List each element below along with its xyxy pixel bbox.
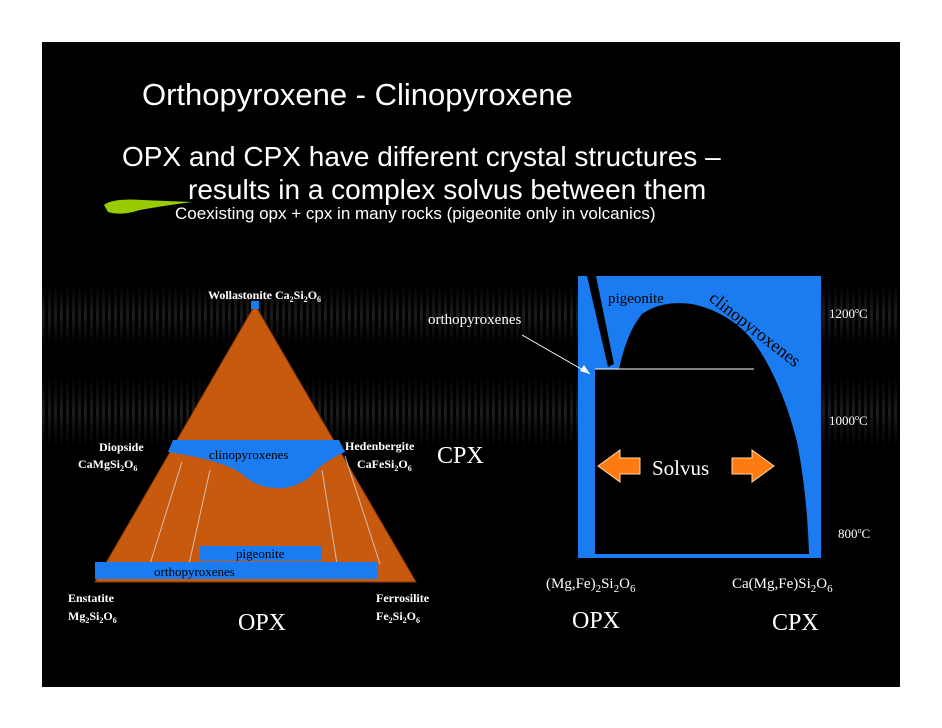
two-pyroxene-solvus-field xyxy=(595,303,809,554)
label-wollastonite: Wollastonite Ca2Si2O6 xyxy=(208,288,321,304)
label-800c: 800oC xyxy=(838,526,870,541)
label-ferrosilite: Ferrosilite xyxy=(376,591,430,605)
label-hedenbergite-formula: CaFeSi2O6 xyxy=(357,457,412,473)
bullet-sub: Coexisting opx + cpx in many rocks (pige… xyxy=(175,204,656,223)
label-1000c: 1000oC xyxy=(829,413,868,428)
label-enstatite-formula: Mg2Si2O6 xyxy=(68,609,117,625)
label-pigeonite-field: pigeonite xyxy=(236,546,285,561)
bullet-main-line1: OPX and CPX have different crystal struc… xyxy=(122,141,721,172)
pyroxene-ternary: Wollastonite Ca2Si2O6 Diopside CaMgSi2O6… xyxy=(68,288,484,636)
label-opx-formula: (Mg,Fe)2Si2O6 xyxy=(546,576,636,595)
label-opx-ternary: OPX xyxy=(238,610,286,636)
label-diopside-formula: CaMgSi2O6 xyxy=(78,457,137,473)
label-diopside: Diopside xyxy=(99,440,144,454)
pigeonite-field xyxy=(200,546,321,561)
tie-lines xyxy=(149,455,381,565)
solvus-arrow-left xyxy=(597,449,641,483)
label-cpx-formula: Ca(Mg,Fe)Si2O6 xyxy=(732,576,833,595)
label-enstatite: Enstatite xyxy=(68,591,115,605)
label-cpx-phase: CPX xyxy=(772,610,819,636)
green-brush-decoration xyxy=(104,199,192,214)
bullet-main-line2: results in a complex solvus between them xyxy=(188,174,707,205)
opx-pigeonite-gap xyxy=(587,276,614,367)
label-1200c: 1200oC xyxy=(829,306,868,321)
solvus-phase-diagram: pigeonite clinopyroxenes orthopyroxenes … xyxy=(428,276,870,636)
label-solvus: Solvus xyxy=(652,456,709,480)
bullet-main: OPX and CPX have different crystal struc… xyxy=(122,140,721,206)
label-ferrosilite-formula: Fe2Si2O6 xyxy=(376,609,420,625)
clinopyroxene-field xyxy=(168,440,345,489)
label-orthopyroxenes-field: orthopyroxenes xyxy=(154,564,235,579)
label-opx-phase: OPX xyxy=(572,608,620,634)
label-hedenbergite: Hedenbergite xyxy=(345,439,415,453)
label-orthopyroxenes-phase: orthopyroxenes xyxy=(428,312,521,328)
slide: Orthopyroxene - Clinopyroxene OPX and CP… xyxy=(42,42,900,687)
solvus-arrow-right xyxy=(731,449,775,483)
label-cpx-ternary: CPX xyxy=(437,443,484,469)
label-pigeonite-phase: pigeonite xyxy=(608,291,664,307)
diagram-canvas: Wollastonite Ca2Si2O6 Diopside CaMgSi2O6… xyxy=(42,199,900,636)
wollastonite-apex-marker xyxy=(251,301,259,309)
slide-title: Orthopyroxene - Clinopyroxene xyxy=(142,77,573,112)
orthopyroxenes-pointer xyxy=(521,334,591,375)
orthopyroxene-field xyxy=(95,562,377,579)
label-clinopyroxenes-field: clinopyroxenes xyxy=(209,447,288,462)
